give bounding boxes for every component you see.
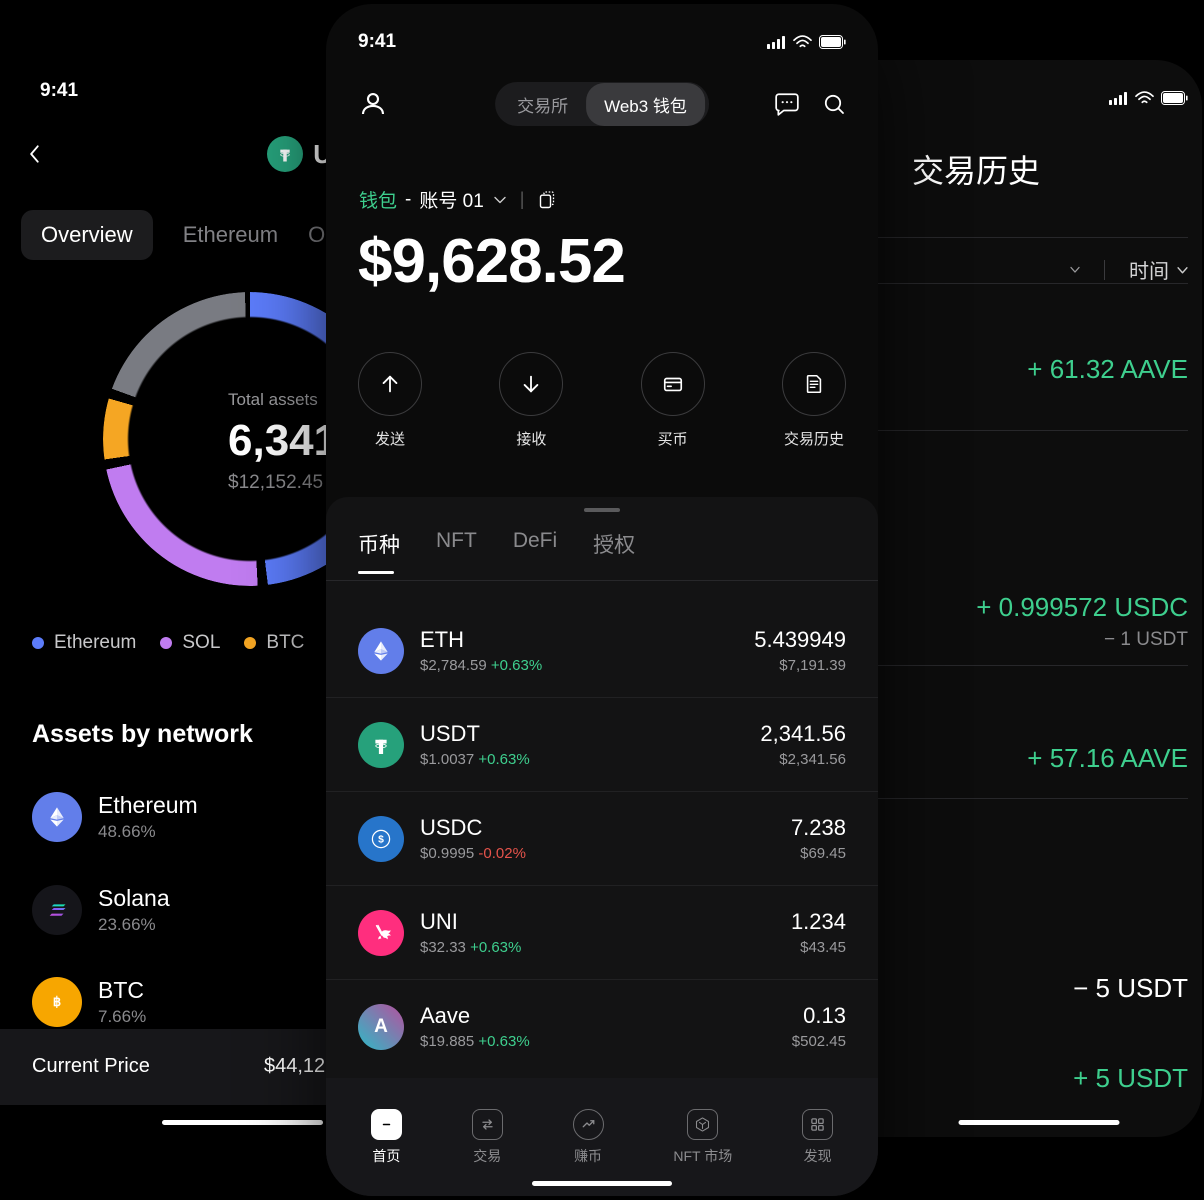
svg-text:$: $ bbox=[378, 834, 384, 845]
svg-text:฿: ฿ bbox=[53, 994, 61, 1009]
